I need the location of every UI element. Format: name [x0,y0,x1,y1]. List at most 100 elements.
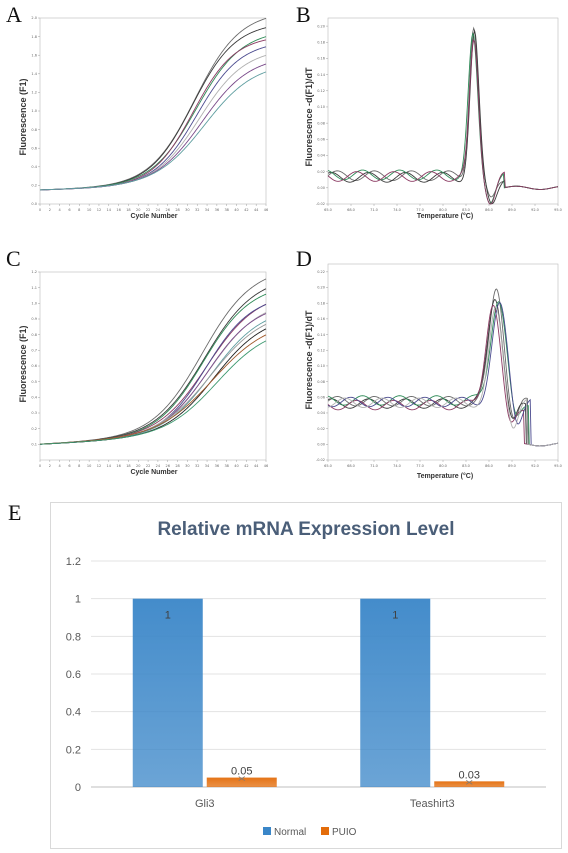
y-tick-label-d: 0.12 [317,348,325,352]
x-tick-label-a: 2 [49,208,51,212]
curve-a-3 [39,36,267,191]
y-tick-label-a: 0.8 [31,128,37,132]
plot-frame-d [327,263,559,461]
x-tick-label-c: 24 [156,464,161,468]
y-tick-label-a: 1.8 [31,35,37,39]
curve-c-9 [39,323,267,445]
data-label-puio-teashirt3: 0.03 [459,769,480,781]
x-tick-label-a: 22 [146,208,150,212]
error-mark-gli3 [238,776,245,781]
category-label-gli3: Gli3 [195,798,215,810]
y-tick-label-d: 0.10 [317,364,325,368]
bar-puio-teashirt3 [434,781,505,787]
x-tick-label-c: 2 [49,464,51,468]
y-tick-label-b: 0.00 [317,186,325,190]
y-axis-label-a: Fluorescence (F1) [18,78,28,155]
y-tick-label-b: 0.10 [317,105,325,109]
y-tick-label-d: 0.18 [317,301,325,305]
x-tick-label-b: 86.0 [485,208,493,212]
y-tick-label-c: 0.4 [31,396,37,400]
x-tick-label-d: 74.0 [393,464,401,468]
panel-letter-a: A [6,2,22,27]
x-axis-label-a: Cycle Number [130,213,177,220]
melt-chart-b: Fluorescence -d(F1)/dT Temperature (°C) … [304,17,562,220]
x-tick-label-c: 46 [264,464,268,468]
melt-chart-d: Fluorescence -d(F1)/dT Temperature (°C) … [304,263,562,480]
y-tick-label-c: 0.9 [31,317,37,321]
x-tick-label-a: 4 [59,208,62,212]
panel-letter-b: B [296,2,311,27]
x-tick-label-c: 28 [175,464,179,468]
y-tick-label-c: 1.1 [31,286,37,290]
curve-b-1 [327,26,559,198]
y-tick-label-b: 0.18 [317,40,325,44]
x-tick-label-c: 44 [254,464,259,468]
curve-b-4 [327,39,559,205]
x-tick-label-a: 46 [264,208,268,212]
curve-a-1 [39,17,267,191]
x-tick-label-a: 0 [39,208,41,212]
y-tick-label-b: 0.08 [317,121,325,125]
bar-chart-e: Relative mRNA Expression Level 0 0.2 0.4 0.… [66,519,546,838]
x-tick-label-d: 80.0 [439,464,447,468]
y-tick-label-b: -0.02 [316,202,325,206]
y-tick-label-e: 0.8 [66,631,81,643]
y-tick-label-c: 0.2 [31,427,37,431]
x-tick-label-c: 4 [59,464,62,468]
x-axis-label-d: Temperature (°C) [417,472,473,480]
x-tick-label-c: 8 [78,464,80,468]
bar-normal-teashirt3 [360,598,431,787]
x-tick-label-c: 18 [126,464,130,468]
x-tick-label-a: 16 [116,208,120,212]
x-tick-label-b: 71.0 [370,208,378,212]
x-tick-label-b: 80.0 [439,208,447,212]
y-tick-label-b: 0.14 [317,73,326,77]
y-tick-label-c: 0.1 [31,443,37,447]
y-tick-label-b: 0.20 [317,24,325,28]
y-tick-label-a: 0.2 [31,184,37,188]
y-tick-label-c: 0.5 [31,380,37,384]
x-tick-label-c: 0 [39,464,41,468]
x-tick-label-a: 28 [175,208,179,212]
y-tick-label-c: 1.0 [31,302,37,306]
y-tick-label-a: 0.6 [31,146,37,150]
panel-b: Fluorescence -d(F1)/dT Temperature (°C) … [300,12,562,232]
y-tick-label-c: 0.3 [31,411,37,415]
x-tick-label-a: 38 [224,208,228,212]
x-tick-label-c: 20 [136,464,140,468]
chart-title-e: Relative mRNA Expression Level [157,519,454,540]
y-tick-label-c: 0.6 [31,364,37,368]
x-tick-label-c: 22 [146,464,150,468]
y-tick-label-d: 0.08 [317,380,325,384]
x-tick-label-a: 40 [234,208,238,212]
x-tick-label-d: 77.0 [416,464,424,468]
x-tick-label-a: 14 [107,208,112,212]
x-tick-label-c: 26 [166,464,170,468]
y-tick-label-a: 0.4 [31,165,37,169]
x-tick-label-d: 68.0 [347,464,355,468]
y-tick-label-a: 2.0 [31,16,37,20]
data-label-puio-gli3: 0.05 [231,766,252,778]
legend-swatch-normal [263,827,271,835]
y-tick-label-d: 0.16 [317,317,325,321]
x-tick-label-a: 30 [185,208,189,212]
x-tick-label-b: 68.0 [347,208,355,212]
y-tick-label-c: 1.2 [31,270,37,274]
y-axis-label-c: Fluorescence (F1) [18,325,28,402]
error-mark-teashirt3 [466,780,473,785]
bar-puio-gli3 [206,777,277,787]
x-tick-label-d: 89.0 [508,464,516,468]
curve-a-2 [39,27,267,191]
y-tick-label-d: 0.06 [317,395,325,399]
x-tick-label-c: 40 [234,464,238,468]
x-tick-label-a: 44 [254,208,259,212]
y-tick-label-e: 0.4 [66,707,81,719]
x-tick-label-b: 74.0 [393,208,401,212]
y-tick-label-b: 0.16 [317,57,325,61]
plot-frame-b [327,17,559,205]
y-tick-label-d: 0.02 [317,427,325,431]
y-tick-label-d: 0.00 [317,443,325,447]
legend-label-normal: Normal [274,827,306,838]
panel-letter-c: C [6,246,21,271]
x-tick-label-c: 42 [244,464,248,468]
